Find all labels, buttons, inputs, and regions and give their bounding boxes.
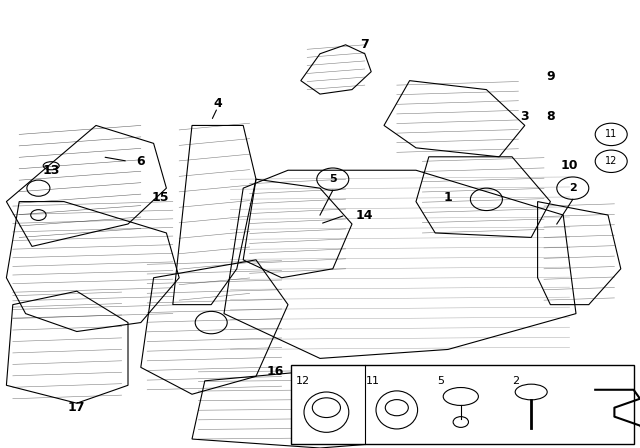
Text: 11: 11 bbox=[605, 129, 618, 139]
Text: 7: 7 bbox=[360, 38, 369, 52]
FancyBboxPatch shape bbox=[291, 365, 634, 444]
Text: 2: 2 bbox=[511, 376, 519, 386]
Text: 00187806: 00187806 bbox=[574, 434, 621, 444]
Text: 12: 12 bbox=[296, 376, 310, 386]
Text: 17: 17 bbox=[68, 401, 86, 414]
Text: 8: 8 bbox=[546, 110, 555, 123]
Text: 5: 5 bbox=[437, 376, 444, 386]
Text: 11: 11 bbox=[365, 376, 380, 386]
Text: 1: 1 bbox=[444, 190, 452, 204]
Text: 15: 15 bbox=[151, 190, 169, 204]
Text: 5: 5 bbox=[329, 174, 337, 184]
Text: 9: 9 bbox=[546, 69, 555, 83]
Text: 10: 10 bbox=[561, 159, 579, 172]
Text: 2: 2 bbox=[569, 183, 577, 193]
Text: 13: 13 bbox=[42, 164, 60, 177]
Text: 16: 16 bbox=[266, 365, 284, 379]
Text: 3: 3 bbox=[520, 110, 529, 123]
Text: 4: 4 bbox=[213, 96, 222, 110]
Text: 14: 14 bbox=[356, 208, 374, 222]
Text: 6: 6 bbox=[136, 155, 145, 168]
Text: 12: 12 bbox=[605, 156, 618, 166]
